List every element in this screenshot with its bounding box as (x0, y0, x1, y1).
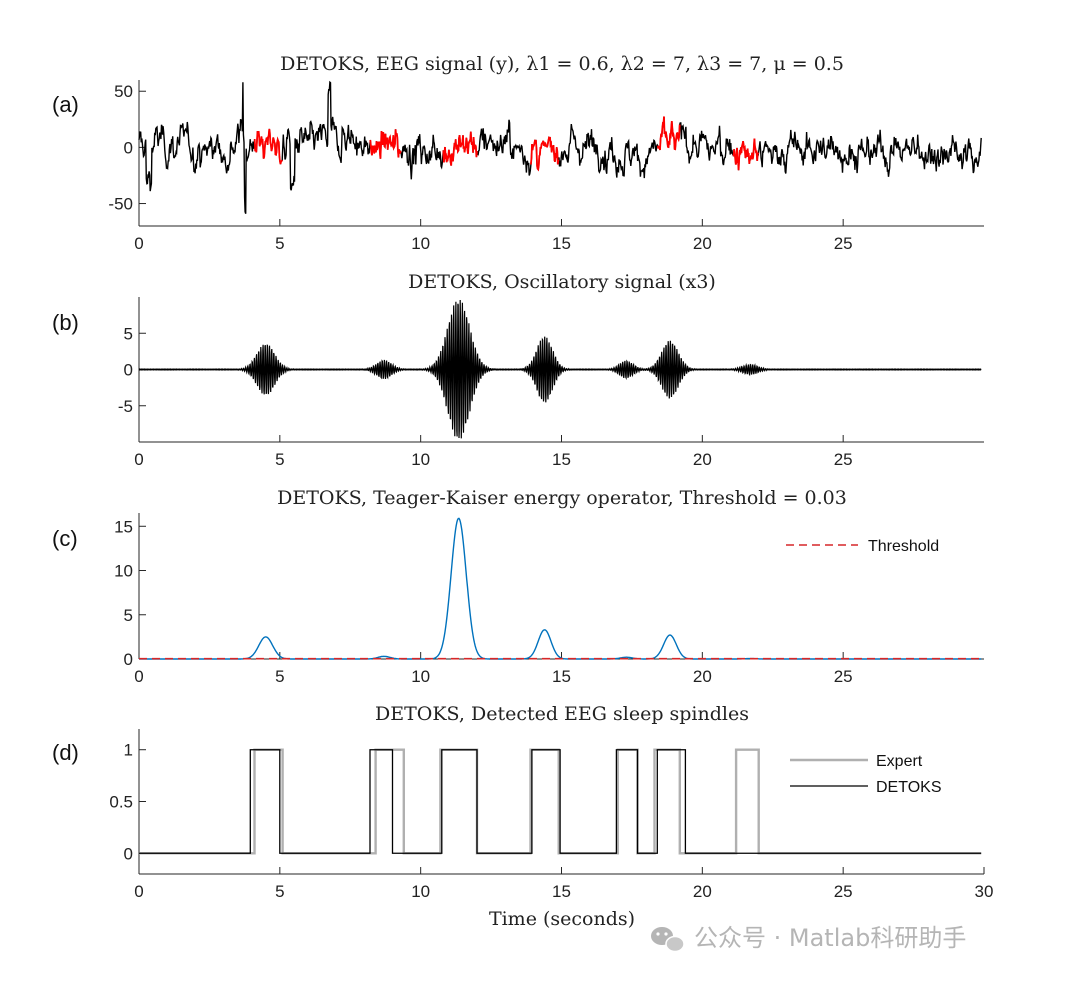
spindle-segment (369, 129, 402, 159)
x-tick-label: 10 (411, 882, 430, 901)
y-tick-label: 0 (124, 361, 133, 380)
x-tick-label: 25 (834, 667, 853, 686)
wechat-icon (651, 927, 685, 953)
y-tick-label: 0 (124, 844, 133, 863)
legend-threshold-label: Threshold (868, 538, 939, 555)
x-tick-label: 15 (552, 450, 571, 469)
x-tick-label: 10 (411, 234, 430, 253)
x-tick-label: 25 (834, 882, 853, 901)
x-tick-label: 5 (275, 667, 284, 686)
panel-b-title: DETOKS, Oscillatory signal (x3) (408, 271, 716, 293)
x-tick-label: 25 (834, 450, 853, 469)
x-tick-label: 10 (411, 450, 430, 469)
x-tick-label: 5 (275, 450, 284, 469)
x-tick-label: 5 (275, 882, 284, 901)
panel-b: DETOKS, Oscillatory signal (x3) (b) 0 5 10… (52, 271, 984, 469)
y-tick-label: 15 (114, 517, 133, 536)
x-tick-label: 20 (693, 882, 712, 901)
y-tick-label: 0.5 (109, 793, 133, 812)
spindle-segment (253, 128, 283, 165)
panel-a-label: (a) (52, 92, 79, 117)
y-tick-label: 0 (124, 650, 133, 669)
watermark: 公众号 · Matlab科研助手 (651, 924, 966, 953)
spindle-segment (732, 138, 760, 171)
y-tick-label: 10 (114, 562, 133, 581)
x-tick-label: 20 (693, 667, 712, 686)
tkeo-curve (139, 517, 982, 660)
x-tick-label: 20 (693, 234, 712, 253)
x-tick-label: 15 (552, 882, 571, 901)
y-tick-label: 1 (124, 741, 133, 760)
panel-d-xlabel: Time (seconds) (489, 908, 635, 930)
x-tick-label: 30 (975, 882, 994, 901)
panel-a-plot: 0 5 10 15 20 25 -50 0 50 (108, 80, 984, 253)
watermark-text: 公众号 · Matlab科研助手 (694, 924, 966, 952)
spindle-segment (442, 131, 478, 166)
spindle-segment (530, 135, 560, 172)
y-tick-label: 5 (124, 606, 133, 625)
y-tick-label: 0 (124, 138, 133, 157)
x-tick-label: 10 (411, 667, 430, 686)
panel-d: DETOKS, Detected EEG sleep spindles (d) … (52, 703, 993, 930)
x-tick-label: 15 (552, 667, 571, 686)
x-tick-label: 25 (834, 234, 853, 253)
panel-d-plot: 0 5 10 15 20 25 30 0 0.5 1 Expert DETOKS (109, 729, 993, 901)
x-tick-label: 0 (134, 234, 143, 253)
y-tick-label: -5 (118, 397, 133, 416)
panel-c-title: DETOKS, Teager-Kaiser energy operator, T… (277, 487, 847, 509)
spindle-segment (656, 116, 681, 151)
panel-b-plot: 0 5 10 15 20 25 -5 0 5 (118, 297, 984, 469)
panel-d-label: (d) (52, 740, 79, 765)
x-tick-label: 0 (134, 450, 143, 469)
panel-b-label: (b) (52, 310, 79, 335)
legend-detoks-label: DETOKS (876, 779, 942, 796)
y-tick-label: 5 (124, 324, 133, 343)
series-detoks (139, 749, 982, 854)
panel-c-legend: Threshold (786, 538, 939, 555)
x-tick-label: 20 (693, 450, 712, 469)
panel-a: DETOKS, EEG signal (y), λ1 = 0.6, λ2 = 7… (52, 53, 984, 253)
panel-d-title: DETOKS, Detected EEG sleep spindles (375, 703, 749, 725)
legend-expert-label: Expert (876, 753, 923, 770)
x-tick-label: 0 (134, 882, 143, 901)
y-tick-label: 50 (114, 82, 133, 101)
panel-a-title: DETOKS, EEG signal (y), λ1 = 0.6, λ2 = 7… (280, 53, 844, 75)
y-tick-label: -50 (108, 195, 133, 214)
panel-c: DETOKS, Teager-Kaiser energy operator, T… (52, 487, 984, 686)
x-tick-label: 0 (134, 667, 143, 686)
panel-c-plot: 0 5 10 15 20 25 0 5 10 15 Threshold (114, 513, 984, 686)
x-tick-label: 15 (552, 234, 571, 253)
panel-d-legend: Expert DETOKS (790, 753, 942, 796)
x-tick-label: 5 (275, 234, 284, 253)
panel-c-label: (c) (52, 526, 78, 551)
